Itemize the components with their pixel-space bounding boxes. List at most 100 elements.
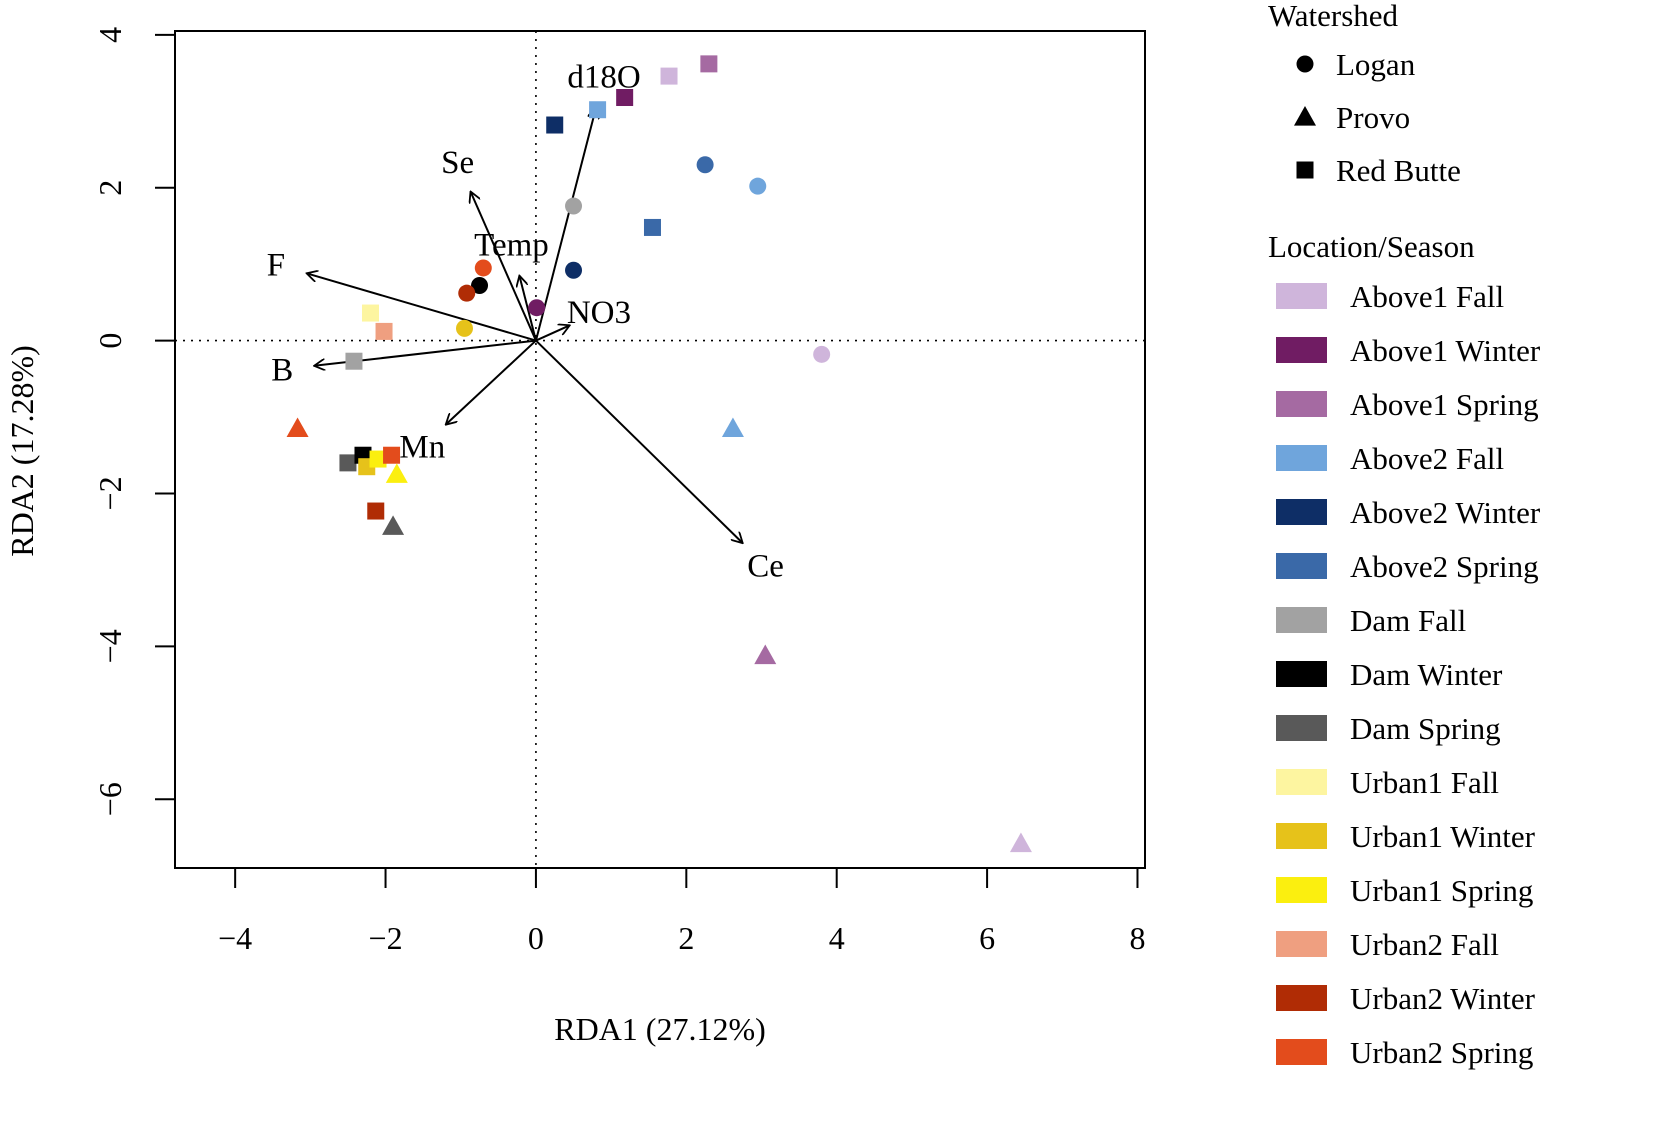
x-tick-label: 0 [528, 920, 544, 956]
point-red-butte-urban2-fall [375, 322, 393, 340]
legend-label-red-butte: Red Butte [1336, 153, 1461, 188]
x-tick-label: 4 [829, 920, 845, 956]
watershed-legend-title: Watershed [1268, 0, 1399, 33]
y-tick-label: −4 [92, 629, 128, 663]
point-provo-above1-fall [1009, 832, 1032, 853]
legend-swatch-dam-winter [1276, 661, 1327, 687]
legend-swatch-above2-fall [1276, 445, 1327, 471]
point-red-butte-above2-winter [546, 116, 564, 134]
location-legend: Location/Season Above1 Fall Above1 Winter… [1268, 229, 1541, 1070]
point-red-butte-urban1-fall [362, 304, 380, 322]
legend-label-above1-winter: Above1 Winter [1350, 333, 1541, 368]
location-legend-title: Location/Season [1268, 229, 1475, 264]
vector-ce [535, 339, 743, 544]
vector-d18o [534, 107, 596, 341]
legend-symbol-logan [1296, 55, 1314, 73]
vector-no3 [535, 325, 570, 342]
legend-swatch-dam-spring [1276, 715, 1327, 741]
y-axis-label: RDA2 (17.28%) [4, 345, 40, 557]
legend-label-provo: Provo [1336, 100, 1410, 135]
legend-label-above1-spring: Above1 Spring [1350, 387, 1539, 422]
point-logan-urban2-spring [474, 259, 492, 277]
legend-swatch-above1-fall [1276, 283, 1327, 309]
x-tick-label: 2 [678, 920, 694, 956]
watershed-legend: Watershed Logan Provo Red Butte [1268, 0, 1461, 188]
legend-label-above1-fall: Above1 Fall [1350, 279, 1504, 314]
legend-swatch-dam-fall [1276, 607, 1327, 633]
vector-label-no3: NO3 [567, 295, 631, 331]
point-logan-dam-fall [565, 197, 583, 215]
point-red-butte-above2-spring [643, 218, 661, 236]
point-logan-dam-winter [471, 277, 489, 295]
legend-label-logan: Logan [1336, 47, 1416, 82]
point-logan-above2-fall [749, 177, 767, 195]
point-logan-above1-fall [813, 345, 831, 363]
y-tick-label: −6 [92, 782, 128, 816]
legend-swatch-urban1-spring [1276, 877, 1327, 903]
sample-points [286, 55, 1032, 853]
legend-label-urban2-spring: Urban2 Spring [1350, 1035, 1533, 1070]
legend-swatch-above1-spring [1276, 391, 1327, 417]
vector-labels: d18O Se Temp F NO3 B Mn Ce [267, 59, 784, 584]
x-tick-label: −2 [369, 920, 403, 956]
x-axis: −4 −2 0 2 4 6 8 [218, 867, 1145, 956]
point-red-butte-dam-fall [345, 352, 363, 370]
y-tick-label: 4 [92, 27, 128, 43]
point-red-butte-above1-spring [700, 55, 718, 73]
vector-f [307, 273, 537, 342]
vector-label-ce: Ce [747, 549, 784, 585]
vector-label-f: F [267, 247, 285, 283]
legend-swatch-urban2-winter [1276, 985, 1327, 1011]
point-provo-dam-spring [382, 515, 405, 535]
x-tick-label: −4 [218, 920, 252, 956]
legend-label-above2-winter: Above2 Winter [1350, 495, 1541, 530]
point-logan-above1-winter [528, 299, 546, 317]
point-provo-above1-spring [754, 644, 777, 665]
legend-label-urban1-spring: Urban1 Spring [1350, 873, 1533, 908]
y-tick-label: 2 [92, 180, 128, 196]
vector-label-b: B [271, 352, 293, 388]
legend-label-urban2-winter: Urban2 Winter [1350, 981, 1536, 1016]
vector-arrows [307, 107, 743, 543]
x-tick-label: 8 [1129, 920, 1145, 956]
vector-label-mn: Mn [399, 429, 445, 465]
point-provo-urban2-spring [286, 417, 309, 438]
legend-label-dam-fall: Dam Fall [1350, 603, 1466, 638]
legend-swatch-urban2-fall [1276, 931, 1327, 957]
legend-label-dam-winter: Dam Winter [1350, 657, 1503, 692]
point-logan-urban2-winter [458, 284, 476, 302]
legend-swatch-above1-winter [1276, 337, 1327, 363]
point-red-butte-above1-winter [616, 89, 634, 107]
point-provo-urban1-spring [385, 463, 408, 483]
point-logan-above2-spring [696, 156, 714, 174]
legend-symbol-red-butte [1296, 161, 1314, 179]
x-axis-label: RDA1 (27.12%) [554, 1011, 766, 1047]
vector-mn [446, 339, 537, 425]
point-red-butte-urban2-winter [367, 502, 385, 520]
legend-swatch-urban2-spring [1276, 1039, 1327, 1065]
legend-label-above2-fall: Above2 Fall [1350, 441, 1504, 476]
legend-label-above2-spring: Above2 Spring [1350, 549, 1539, 584]
point-red-butte-above2-fall [589, 101, 607, 119]
point-red-butte-urban1-spring [369, 450, 387, 468]
point-logan-above2-winter [565, 261, 583, 279]
zero-lines [175, 31, 1145, 868]
point-red-butte-dam-spring [339, 454, 357, 472]
plot-frame [174, 30, 1146, 869]
vector-label-se: Se [441, 145, 474, 181]
legend-symbol-provo [1294, 106, 1316, 126]
legend-label-urban1-winter: Urban1 Winter [1350, 819, 1536, 854]
vector-temp [519, 276, 537, 341]
legend-label-dam-spring: Dam Spring [1350, 711, 1501, 746]
vector-label-d18o: d18O [567, 59, 640, 95]
y-tick-label: 0 [92, 333, 128, 349]
point-red-butte-above1-fall [660, 67, 678, 85]
vector-se [471, 192, 537, 341]
legend-swatch-urban1-winter [1276, 823, 1327, 849]
x-tick-label: 6 [979, 920, 995, 956]
point-red-butte-urban2-spring [383, 446, 401, 464]
legend-swatch-above2-winter [1276, 499, 1327, 525]
legend-label-urban1-fall: Urban1 Fall [1350, 765, 1499, 800]
y-tick-label: −2 [92, 476, 128, 510]
